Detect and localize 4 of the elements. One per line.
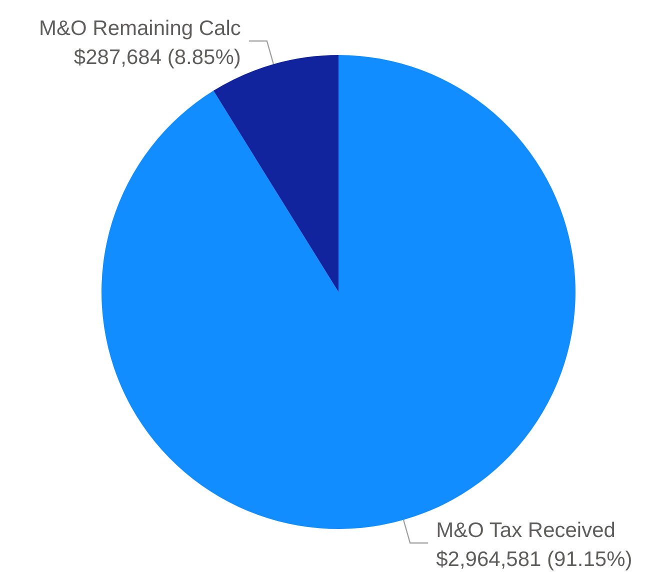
data-label: $2,964,581 (91.15%) bbox=[436, 548, 632, 571]
slice-label: M&O Remaining Calc bbox=[38, 16, 241, 40]
slice-label: M&O Tax Received bbox=[436, 518, 616, 542]
data-label: $287,684 (8.85%) bbox=[74, 46, 241, 69]
